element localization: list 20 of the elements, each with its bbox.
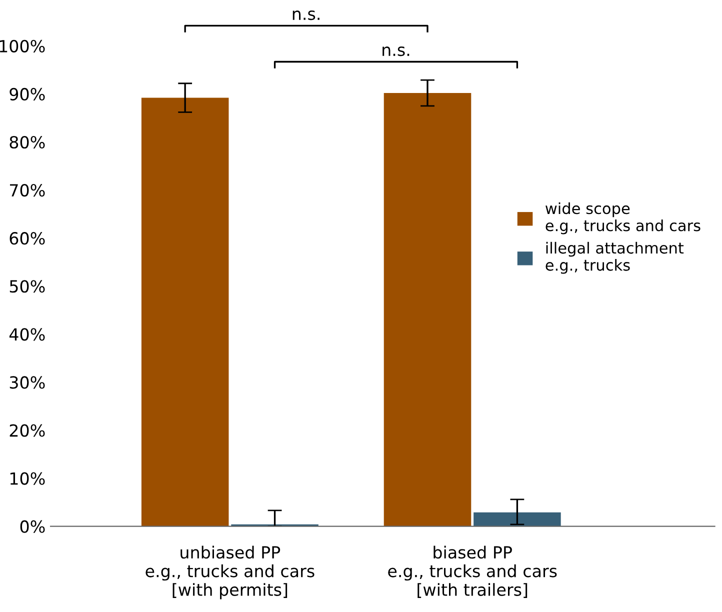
- y-tick-label: 90%: [10, 88, 45, 101]
- legend-label: illegal attachment e.g., trucks: [546, 242, 684, 274]
- annotation: n.s.: [382, 46, 410, 56]
- y-tick-label: 40%: [9, 328, 45, 341]
- bar: [474, 512, 561, 526]
- x-tick-label: unbiased PP e.g., trucks and cars [with permits]: [146, 546, 314, 600]
- y-tick-label: 20%: [10, 424, 45, 437]
- y-tick-label: 70%: [10, 184, 45, 197]
- y-tick-label: 100%: [0, 40, 45, 52]
- y-tick-label: 10%: [10, 472, 45, 485]
- y-tick-label: 80%: [10, 136, 45, 149]
- x-tick-label: biased PP e.g., trucks and cars [with trailers]: [388, 546, 557, 598]
- bar: [384, 92, 472, 526]
- text: n.s.: [292, 10, 320, 20]
- y-tick-label: 50%: [10, 280, 45, 293]
- y-tick-label: 30%: [10, 376, 45, 389]
- bar: [141, 98, 229, 526]
- y-tick-label: 60%: [10, 232, 45, 245]
- y-tick-label: 0%: [20, 520, 45, 533]
- legend-label: wide scope e.g., trucks and cars: [546, 202, 700, 234]
